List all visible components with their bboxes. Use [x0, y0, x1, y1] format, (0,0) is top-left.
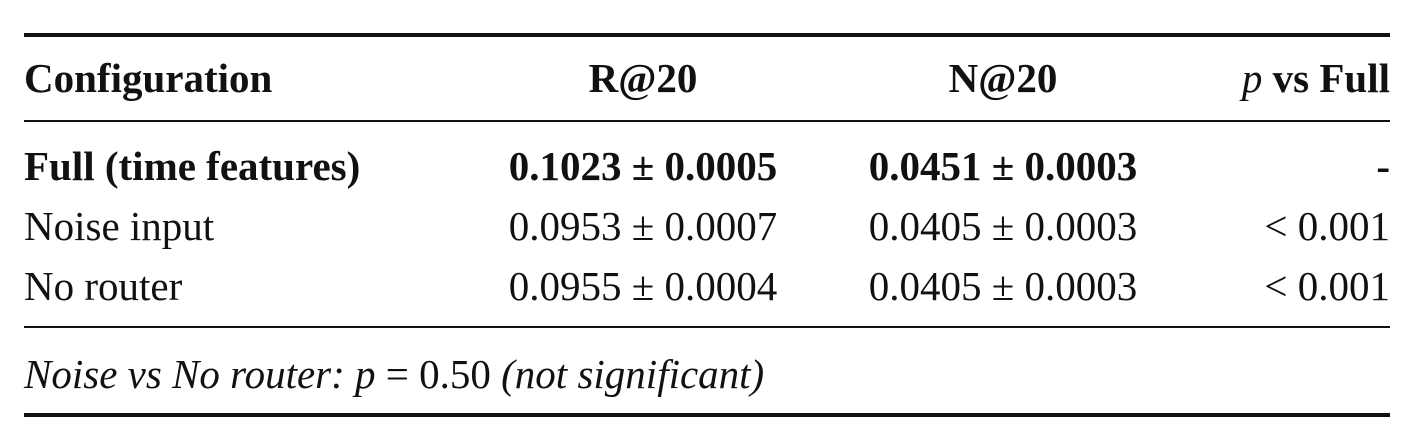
mid-rule — [24, 326, 1390, 328]
note-lead: Noise vs No router: — [24, 351, 345, 397]
header-cell: Configuration — [24, 55, 273, 101]
table-cell: No router — [24, 263, 183, 309]
table-cell: 0.0451 ± 0.0003 — [868, 143, 1138, 189]
table-row: No router 0.0955 ± 0.0004 0.0405 ± 0.0003 <… — [0, 258, 1416, 314]
mid-rule — [24, 120, 1390, 122]
table-cell: 0.0405 ± 0.0003 — [868, 263, 1138, 309]
note-symbol: p — [355, 351, 376, 397]
note-row: Noise vs No router: p = 0.50 (not signif… — [0, 346, 1416, 402]
table-row: Noise input 0.0953 ± 0.0007 0.0405 ± 0.000… — [0, 198, 1416, 254]
table-cell: Full (time features) — [24, 143, 361, 189]
header-cell: p vs Full — [1090, 50, 1390, 106]
table-cell: < 0.001 — [1264, 263, 1390, 309]
note-tail: (not significant) — [501, 351, 765, 397]
note-value: = 0.50 — [385, 351, 491, 397]
bottom-rule — [24, 413, 1390, 417]
table-cell: 0.0955 ± 0.0004 — [508, 263, 778, 309]
table-cell: < 0.001 — [1264, 203, 1390, 249]
table-row: Full (time features) 0.1023 ± 0.0005 0.045… — [0, 138, 1416, 194]
table-cell: 0.0953 ± 0.0007 — [508, 203, 778, 249]
note: Noise vs No router: p = 0.50 (not signif… — [24, 346, 764, 402]
table-cell: 0.0405 ± 0.0003 — [868, 203, 1138, 249]
top-rule — [24, 33, 1390, 37]
header-text: vs Full — [1272, 55, 1390, 101]
header-symbol: p — [1241, 55, 1263, 101]
table-cell: 0.1023 ± 0.0005 — [508, 143, 778, 189]
table-cell: Noise input — [24, 203, 215, 249]
table-cell: - — [1376, 143, 1390, 189]
header-cell: N@20 — [948, 55, 1058, 101]
header-row: Configuration R@20 N@20 p vs Full — [0, 50, 1416, 106]
header-cell: R@20 — [588, 55, 698, 101]
